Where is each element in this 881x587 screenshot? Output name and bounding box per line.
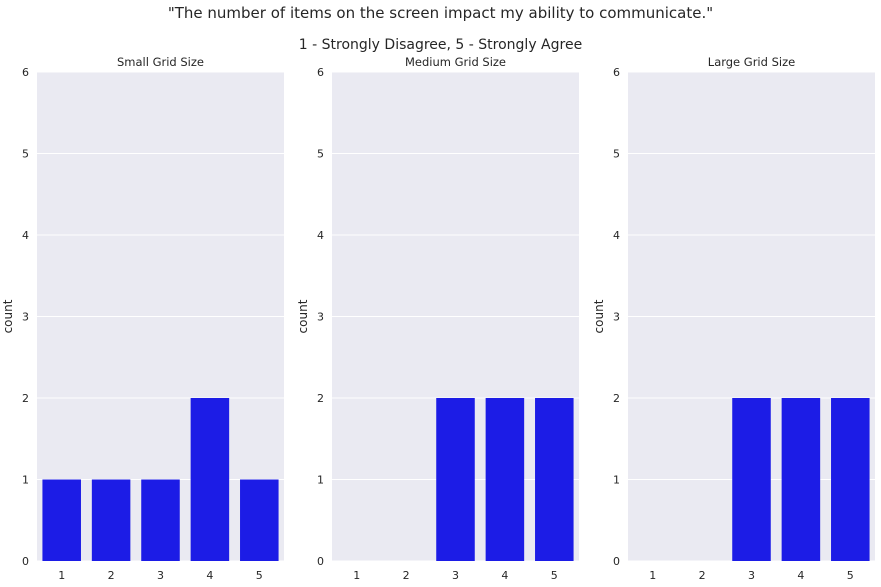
y-tick-label: 2 <box>613 392 620 405</box>
panel-title: Medium Grid Size <box>405 55 506 69</box>
panel-title: Small Grid Size <box>117 55 204 69</box>
y-axis-label: count <box>592 299 606 333</box>
bar-4 <box>190 398 230 561</box>
y-tick-label: 2 <box>317 392 324 405</box>
bar-3 <box>436 398 475 561</box>
bar-5 <box>240 479 279 561</box>
bar-4 <box>485 398 525 561</box>
y-tick-label: 0 <box>613 555 620 568</box>
y-tick-label: 5 <box>613 148 620 161</box>
x-tick-label: 2 <box>699 569 706 582</box>
x-tick-label: 5 <box>256 569 263 582</box>
bar-3 <box>141 479 180 561</box>
x-tick-label: 1 <box>353 569 360 582</box>
y-tick-label: 6 <box>317 66 324 79</box>
x-tick-label: 3 <box>157 569 164 582</box>
y-tick-label: 5 <box>317 148 324 161</box>
panel-1: 0 1 2 3 4 5 6 1 2 3 4 5 Small Grid Size count <box>1 55 284 582</box>
x-tick-label: 4 <box>797 569 804 582</box>
x-tick-label: 3 <box>452 569 459 582</box>
y-tick-label: 6 <box>613 66 620 79</box>
x-tick-label: 3 <box>748 569 755 582</box>
bar-2 <box>91 479 131 561</box>
y-tick-label: 5 <box>22 148 29 161</box>
y-tick-label: 1 <box>22 474 29 487</box>
x-tick-label: 2 <box>403 569 410 582</box>
y-tick-label: 3 <box>22 311 29 324</box>
bar-3 <box>732 398 771 561</box>
bar-5 <box>535 398 574 561</box>
x-tick-label: 4 <box>501 569 508 582</box>
y-tick-label: 4 <box>613 229 620 242</box>
y-tick-label: 0 <box>317 555 324 568</box>
y-tick-label: 0 <box>22 555 29 568</box>
y-tick-label: 1 <box>613 474 620 487</box>
bar-4 <box>781 398 821 561</box>
x-tick-label: 4 <box>206 569 213 582</box>
x-tick-label: 5 <box>551 569 558 582</box>
y-tick-label: 4 <box>317 229 324 242</box>
x-tick-label: 1 <box>58 569 65 582</box>
panel-3: 0 1 2 3 4 5 6 1 2 3 4 5 Large Grid Size count <box>592 55 875 582</box>
x-tick-label: 5 <box>847 569 854 582</box>
y-tick-label: 6 <box>22 66 29 79</box>
y-tick-label: 3 <box>613 311 620 324</box>
panel-title: Large Grid Size <box>708 55 795 69</box>
bar-5 <box>831 398 870 561</box>
y-axis-label: count <box>1 299 15 333</box>
y-tick-label: 2 <box>22 392 29 405</box>
y-tick-label: 1 <box>317 474 324 487</box>
bar-1 <box>42 479 81 561</box>
y-tick-label: 3 <box>317 311 324 324</box>
panel-2: 0 1 2 3 4 5 6 1 2 3 4 5 Medium Grid Size count <box>296 55 579 582</box>
figure-title: "The number of items on the screen impac… <box>167 4 714 22</box>
y-tick-label: 4 <box>22 229 29 242</box>
y-axis-label: count <box>296 299 310 333</box>
x-tick-label: 2 <box>108 569 115 582</box>
x-tick-label: 1 <box>649 569 656 582</box>
figure-subtitle: 1 - Strongly Disagree, 5 - Strongly Agre… <box>298 37 583 53</box>
